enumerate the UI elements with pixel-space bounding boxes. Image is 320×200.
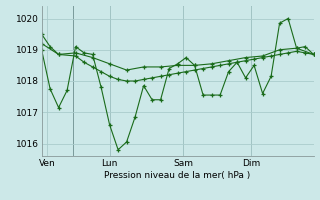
X-axis label: Pression niveau de la mer( hPa ): Pression niveau de la mer( hPa ) [104, 171, 251, 180]
